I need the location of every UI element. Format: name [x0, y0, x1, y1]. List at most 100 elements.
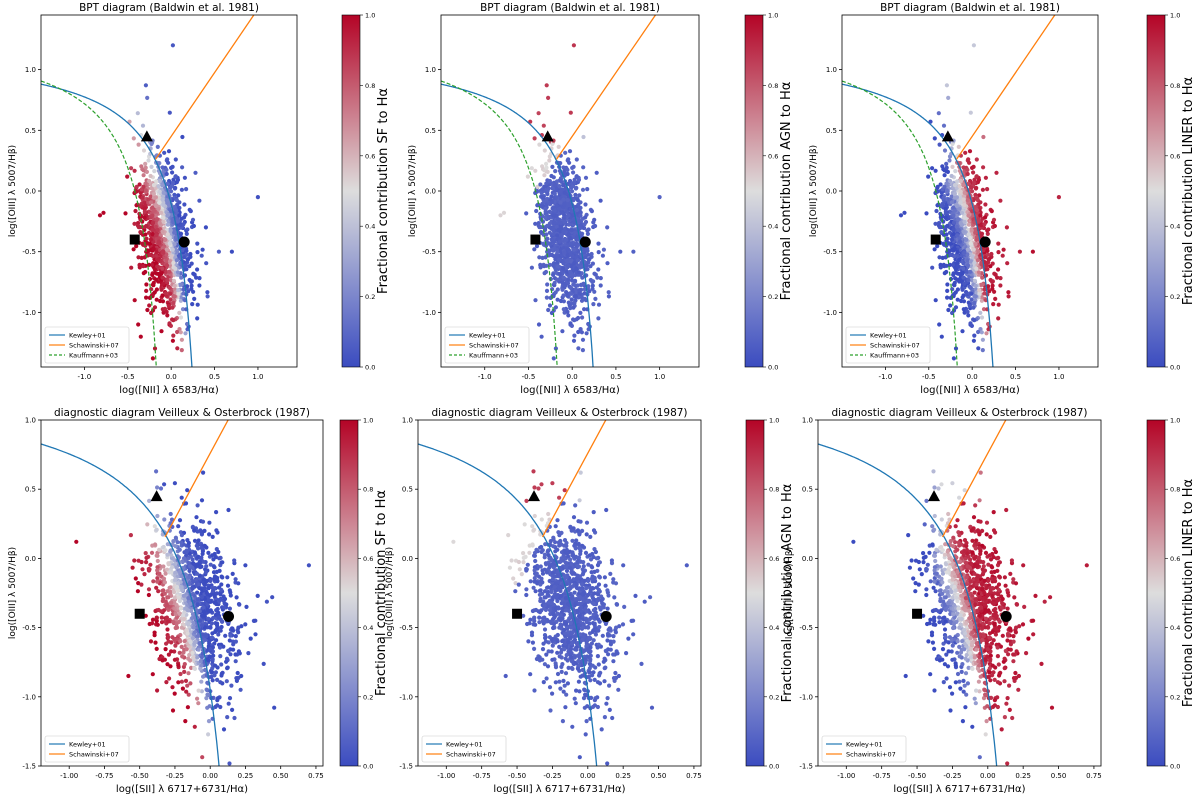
scatter-point: [535, 184, 540, 189]
scatter-point: [178, 260, 183, 265]
square-marker: [530, 234, 541, 245]
scatter-point: [176, 291, 181, 296]
scatter-point: [156, 236, 161, 241]
scatter-point: [167, 241, 172, 246]
scatter-point: [178, 569, 183, 574]
scatter-point: [606, 294, 612, 299]
scatter-point: [179, 533, 184, 538]
colorbar-label: Fractional contribution LINER to Hα: [1181, 77, 1196, 305]
scatter-point: [558, 298, 564, 304]
scatter-point: [986, 284, 991, 289]
scatter-point: [572, 333, 577, 338]
scatter-point: [951, 220, 957, 225]
scatter-point: [538, 564, 543, 569]
scatter-point: [203, 570, 208, 575]
scatter-point: [169, 553, 174, 558]
scatter-point: [568, 269, 573, 274]
scatter-point: [164, 171, 169, 177]
demarcation-lines: [842, 15, 1056, 367]
scatter-point: [965, 247, 971, 252]
scatter-point: [573, 192, 578, 197]
scatter-point: [101, 210, 106, 215]
scatter-point: [585, 248, 590, 253]
scatter-point: [184, 549, 189, 554]
scatter-point: [533, 221, 538, 226]
legend-box: [44, 326, 130, 364]
scatter-point: [548, 708, 553, 713]
scatter-point: [226, 648, 231, 653]
scatter-point: [196, 688, 201, 693]
scatter-point: [196, 546, 201, 551]
x-tick-label: -0.50: [131, 772, 149, 780]
scatter-point: [1004, 225, 1010, 230]
scatter-point: [556, 144, 561, 149]
scatter-point: [960, 329, 965, 334]
scatter-point: [215, 677, 220, 683]
colorbar-tick-label: 0.8: [768, 82, 778, 90]
scatter-point: [941, 123, 947, 128]
legend-entry: Kewley+01: [69, 332, 106, 340]
scatter-point: [196, 538, 201, 543]
scatter-point: [139, 255, 144, 260]
scatter-point: [167, 321, 172, 326]
scatter-point: [554, 203, 559, 209]
scatter-point: [958, 220, 963, 226]
scatter-point: [173, 266, 178, 271]
scatter-point: [170, 305, 175, 310]
scatter-point: [978, 310, 983, 315]
scatter-point: [173, 207, 179, 213]
scatter-point: [205, 602, 210, 607]
triangle-marker: [541, 130, 554, 142]
scatter-point: [156, 589, 161, 594]
x-tick-label: -0.5: [121, 373, 135, 381]
scatter-point: [976, 177, 982, 182]
scatter-point: [924, 211, 929, 216]
legend-entry: Kauffmann+03: [870, 352, 919, 360]
scatter-point: [543, 215, 548, 220]
scatter-point: [562, 215, 567, 220]
square-marker: [930, 234, 941, 245]
scatter-point: [248, 636, 253, 641]
scatter-point: [594, 170, 599, 175]
scatter-point: [152, 346, 158, 351]
scatter-point: [981, 248, 986, 253]
legend-entry: Kewley+01: [870, 332, 907, 340]
scatter-point: [968, 110, 973, 115]
scatter-point: [157, 189, 162, 194]
scatter-point: [992, 289, 997, 294]
scatter-point: [214, 569, 219, 575]
scatter-point: [165, 313, 170, 318]
scatter-point: [215, 621, 220, 626]
scatter-point: [965, 258, 970, 263]
scatter-point: [566, 213, 571, 218]
scatter-point: [148, 173, 153, 179]
scatter-point: [631, 249, 636, 254]
x-tick-label: 0.0: [967, 373, 978, 381]
scatter-point: [212, 594, 217, 599]
scatter-point: [978, 213, 983, 218]
scatter-point: [586, 252, 591, 257]
scatter-point: [966, 222, 972, 227]
scatter-point: [192, 550, 197, 555]
scatter-point: [125, 174, 130, 179]
scatter-point: [561, 194, 567, 199]
scatter-point: [937, 225, 942, 230]
scatter-point: [961, 275, 966, 280]
scatter-point: [233, 652, 238, 657]
scatter-point: [167, 259, 173, 264]
scatter-point: [562, 219, 567, 224]
scatter-point: [581, 165, 586, 170]
scatter-point: [171, 220, 176, 225]
scatter-point: [985, 187, 990, 192]
scatter-point: [537, 615, 542, 620]
scatter-point: [194, 515, 199, 520]
scatter-point: [957, 184, 962, 189]
x-tick-label: -0.25: [166, 772, 184, 780]
scatter-point: [968, 235, 973, 241]
scatter-point: [945, 169, 951, 174]
scatter-point: [978, 327, 983, 332]
scatter-point: [176, 193, 181, 198]
scatter-point: [977, 193, 982, 198]
scatter-point: [74, 539, 79, 544]
